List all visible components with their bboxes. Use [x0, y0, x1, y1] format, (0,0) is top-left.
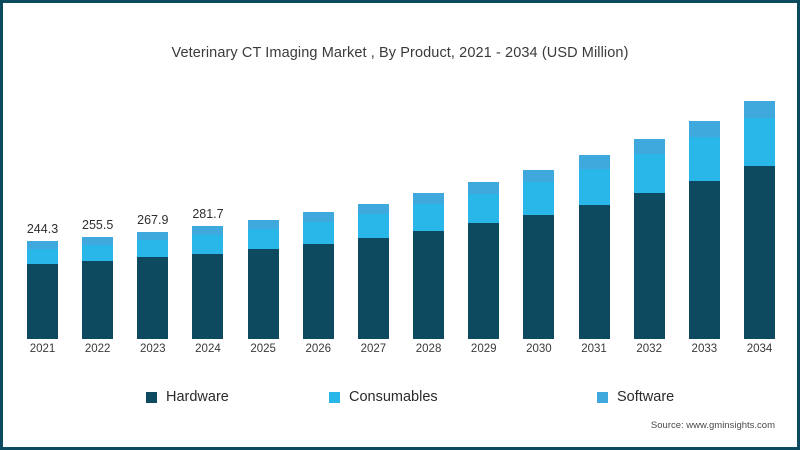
x-tick-2034: 2034: [746, 343, 773, 355]
x-tick-2027: 2027: [360, 343, 387, 355]
bar-segment-software-2021[interactable]: [27, 241, 58, 249]
bar-segment-hardware-2031[interactable]: [578, 204, 610, 339]
legend-label: Consumables: [349, 389, 438, 405]
bar-segment-software-2034[interactable]: [744, 100, 775, 118]
chart-legend: Hardware Consumables Software: [3, 389, 797, 405]
bar-2022[interactable]: [82, 236, 114, 339]
bar-segment-software-2030[interactable]: [523, 169, 555, 183]
chart-title: Veterinary CT Imaging Market , By Produc…: [171, 45, 629, 61]
data-label-2022: 255.5: [82, 217, 114, 232]
x-tick-2028: 2028: [415, 343, 442, 355]
bar-segment-consumables-2030[interactable]: [523, 182, 555, 215]
bar-2030[interactable]: [523, 169, 555, 339]
bar-segment-consumables-2026[interactable]: [302, 221, 334, 244]
bar-segment-hardware-2029[interactable]: [468, 223, 500, 339]
bar-2029[interactable]: [468, 182, 500, 339]
bar-segment-software-2029[interactable]: [468, 182, 500, 195]
bar-2021[interactable]: [27, 241, 58, 339]
bar-2024[interactable]: [192, 226, 224, 339]
bar-segment-consumables-2025[interactable]: [247, 228, 279, 249]
data-label-2024: 281.7: [192, 207, 224, 222]
bar-segment-hardware-2027[interactable]: [357, 238, 389, 339]
legend-item-consumables[interactable]: Consumables: [309, 389, 559, 405]
x-tick-2032: 2032: [636, 343, 662, 355]
bar-segment-software-2033[interactable]: [688, 120, 720, 137]
bar-segment-hardware-2030[interactable]: [523, 214, 555, 339]
bar-segment-hardware-2024[interactable]: [192, 253, 224, 339]
x-tick-2029: 2029: [470, 343, 497, 355]
x-tick-2025: 2025: [250, 343, 276, 355]
bar-segment-software-2025[interactable]: [247, 219, 279, 229]
bar-2033[interactable]: [688, 120, 720, 339]
x-tick-2022: 2022: [84, 343, 111, 355]
x-tick-2033: 2033: [691, 343, 718, 355]
bar-2023[interactable]: [137, 231, 169, 339]
data-label-2021: 244.3: [26, 222, 59, 237]
plot-area: 244.3 255.5 267.9 281.7: [27, 83, 775, 339]
bar-segment-hardware-2021[interactable]: [27, 263, 58, 339]
legend-item-software[interactable]: Software: [559, 389, 759, 405]
bar-2034[interactable]: [744, 100, 775, 339]
legend-label: Hardware: [166, 389, 229, 405]
bar-segment-consumables-2032[interactable]: [633, 153, 665, 194]
legend-label: Software: [617, 389, 675, 405]
bar-segment-consumables-2028[interactable]: [413, 204, 445, 231]
bar-2025[interactable]: [247, 219, 279, 339]
bar-segment-hardware-2025[interactable]: [247, 249, 279, 339]
bar-segment-consumables-2027[interactable]: [357, 213, 389, 238]
bar-2027[interactable]: [357, 203, 389, 339]
bar-segment-hardware-2028[interactable]: [413, 231, 445, 339]
bar-2032[interactable]: [633, 139, 665, 339]
bar-segment-consumables-2031[interactable]: [578, 168, 610, 205]
bar-segment-hardware-2026[interactable]: [302, 243, 334, 339]
x-tick-2030: 2030: [526, 343, 552, 355]
x-axis: 2021 2022 2023 2024 2025 2026 2027 2028 2029 2030…: [27, 343, 775, 363]
bar-segment-consumables-2029[interactable]: [468, 194, 500, 224]
x-tick-2026: 2026: [305, 343, 332, 355]
source-attribution: Source: www.gminsights.com: [650, 420, 775, 431]
legend-swatch-consumables-icon: [329, 391, 340, 403]
legend-item-hardware[interactable]: Hardware: [41, 389, 309, 405]
bar-segment-software-2031[interactable]: [578, 155, 610, 169]
legend-swatch-software-icon: [597, 391, 608, 403]
bar-segment-software-2032[interactable]: [633, 139, 665, 154]
bar-segment-hardware-2033[interactable]: [688, 180, 720, 339]
bar-segment-software-2026[interactable]: [302, 212, 334, 222]
data-label-2023: 267.9: [137, 212, 169, 227]
bar-segment-consumables-2024[interactable]: [192, 234, 224, 254]
bar-segment-software-2024[interactable]: [192, 226, 224, 235]
bar-2031[interactable]: [578, 155, 610, 339]
x-tick-2031: 2031: [581, 343, 607, 355]
x-tick-2021: 2021: [29, 343, 56, 355]
bar-segment-consumables-2033[interactable]: [688, 136, 720, 181]
bar-segment-consumables-2022[interactable]: [82, 244, 114, 261]
bar-segment-software-2028[interactable]: [413, 193, 445, 205]
x-tick-2023: 2023: [140, 343, 166, 355]
bar-segment-hardware-2023[interactable]: [137, 257, 169, 339]
bar-2026[interactable]: [302, 212, 334, 339]
bar-segment-software-2027[interactable]: [357, 203, 389, 214]
bar-segment-hardware-2032[interactable]: [633, 193, 665, 339]
bar-segment-consumables-2034[interactable]: [744, 117, 775, 167]
x-tick-2024: 2024: [195, 343, 221, 355]
legend-swatch-hardware-icon: [146, 391, 157, 403]
bar-segment-consumables-2023[interactable]: [137, 240, 169, 258]
bar-segment-software-2022[interactable]: [82, 236, 114, 245]
bar-segment-hardware-2034[interactable]: [744, 166, 775, 339]
bar-segment-hardware-2022[interactable]: [82, 260, 114, 339]
bar-segment-software-2023[interactable]: [137, 231, 169, 241]
bar-segment-consumables-2021[interactable]: [27, 248, 58, 264]
bar-2028[interactable]: [413, 193, 445, 339]
